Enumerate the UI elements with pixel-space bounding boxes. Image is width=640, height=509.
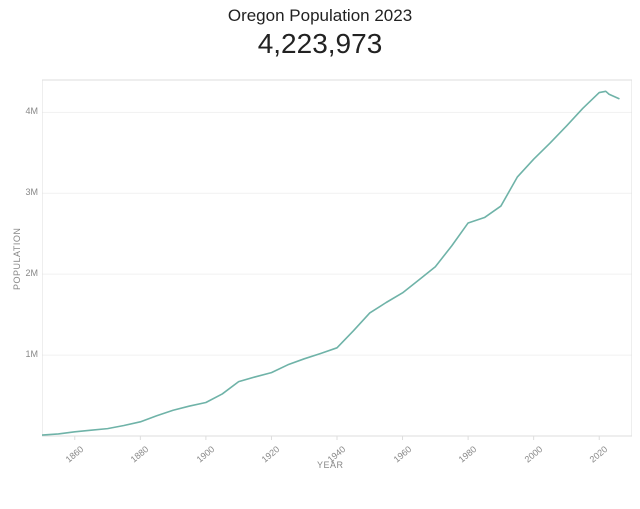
chart-container: Oregon Population 2023 4,223,973 1M2M3M4… xyxy=(0,0,640,509)
plot-area: 1M2M3M4M18601880190019201940196019802000… xyxy=(42,72,632,470)
y-tick-label: 1M xyxy=(25,349,38,359)
y-axis-label: POPULATION xyxy=(12,228,22,290)
chart-headline-value: 4,223,973 xyxy=(0,28,640,60)
x-axis-label: YEAR xyxy=(317,460,344,470)
chart-header: Oregon Population 2023 4,223,973 xyxy=(0,0,640,60)
chart-title: Oregon Population 2023 xyxy=(0,6,640,26)
y-tick-label: 2M xyxy=(25,268,38,278)
y-tick-label: 3M xyxy=(25,187,38,197)
y-tick-label: 4M xyxy=(25,106,38,116)
chart-svg xyxy=(42,72,632,470)
